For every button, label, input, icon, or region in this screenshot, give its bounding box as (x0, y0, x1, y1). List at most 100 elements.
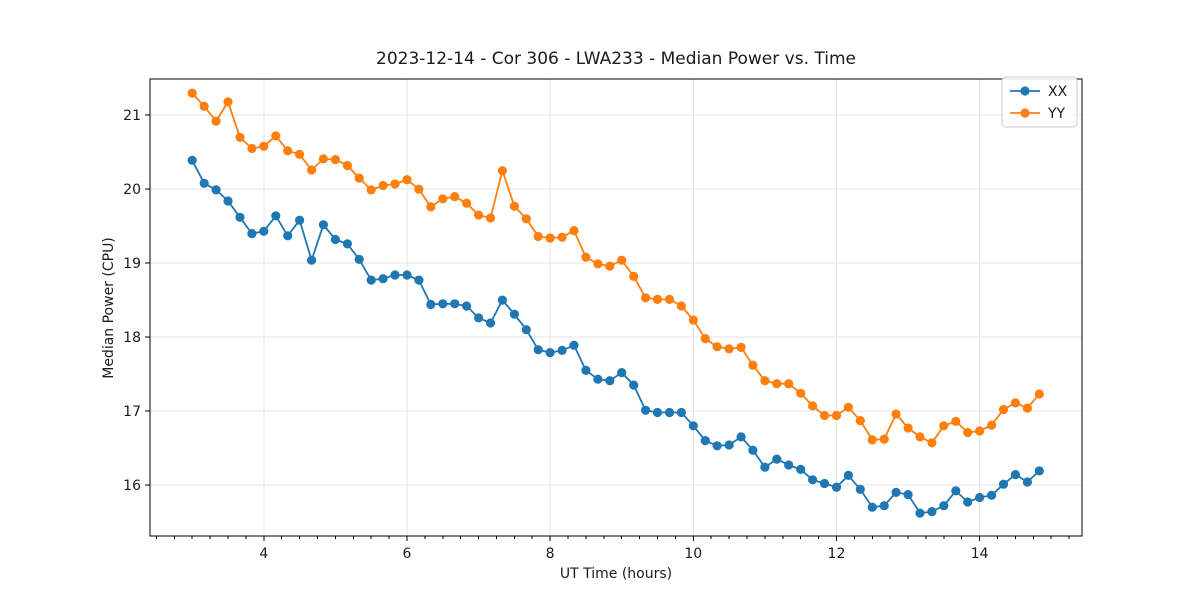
data-point-yy (998, 404, 1009, 415)
data-point-xx (664, 407, 675, 418)
data-point-yy (402, 175, 412, 185)
data-point-yy (247, 143, 257, 154)
data-point-xx (438, 299, 448, 309)
data-point-yy (283, 146, 293, 156)
data-point-xx (497, 295, 507, 305)
data-point-xx (462, 301, 472, 311)
y-tick-label: 19 (123, 256, 141, 272)
data-point-xx (736, 432, 746, 442)
data-point-yy (760, 376, 770, 386)
series-line-yy (191, 92, 1040, 444)
data-point-yy (736, 342, 746, 352)
data-point-xx (808, 475, 818, 485)
data-point-yy (987, 420, 997, 430)
plot-frame (149, 78, 1083, 537)
data-point-yy (295, 149, 305, 159)
series-layer (187, 88, 1044, 518)
data-point-yy (652, 294, 663, 304)
data-point-yy (819, 410, 830, 421)
data-point-xx (867, 502, 877, 512)
data-point-yy (569, 226, 579, 236)
data-point-yy (450, 192, 460, 202)
x-tick-label: 6 (403, 546, 412, 562)
data-point-yy (688, 315, 698, 325)
data-point-yy (1022, 403, 1032, 413)
legend-label-xx: XX (1048, 84, 1068, 100)
data-point-xx (963, 497, 973, 507)
data-point-xx (378, 274, 388, 284)
data-point-yy (545, 233, 555, 243)
data-point-xx (223, 196, 233, 206)
data-point-xx (366, 275, 376, 285)
data-point-xx (390, 270, 400, 280)
data-point-yy (629, 271, 639, 281)
data-point-xx (211, 185, 221, 195)
data-point-yy (831, 410, 842, 421)
data-point-yy (426, 202, 436, 212)
y-tick-label: 17 (123, 404, 141, 420)
data-point-yy (879, 434, 889, 444)
data-point-xx (915, 508, 925, 518)
data-point-xx (557, 345, 567, 355)
x-axis-label: UT Time (hours) (560, 566, 672, 582)
data-point-xx (283, 231, 293, 241)
data-point-xx (271, 211, 281, 221)
data-point-yy (509, 201, 519, 211)
x-tick-label: 14 (971, 546, 989, 562)
data-point-xx (533, 345, 543, 355)
data-point-xx (688, 421, 698, 431)
data-point-yy (462, 198, 472, 208)
data-point-yy (593, 259, 603, 269)
data-point-xx (676, 407, 687, 418)
data-point-xx (593, 374, 603, 384)
x-tick-label: 10 (684, 546, 702, 562)
data-point-yy (223, 97, 233, 107)
data-point-xx (259, 226, 269, 236)
x-tick-label: 4 (259, 546, 268, 562)
data-point-xx (1022, 477, 1032, 487)
legend-marker-xx (1020, 86, 1030, 96)
data-point-xx (975, 492, 985, 503)
data-point-xx (318, 220, 328, 230)
data-point-xx (652, 407, 663, 418)
data-point-yy (557, 232, 567, 242)
data-point-yy (748, 360, 758, 370)
data-point-yy (927, 438, 937, 448)
data-point-yy (235, 132, 245, 142)
data-point-yy (617, 255, 627, 265)
chart-title: 2023-12-14 - Cor 306 - LWA233 - Median P… (376, 49, 856, 69)
data-point-xx (402, 270, 412, 280)
data-point-yy (533, 231, 543, 242)
data-point-yy (891, 409, 901, 419)
data-point-yy (211, 116, 221, 126)
data-point-yy (1010, 398, 1021, 408)
data-point-yy (414, 184, 424, 194)
data-point-xx (426, 299, 436, 310)
data-point-xx (569, 340, 579, 350)
data-point-yy (438, 194, 448, 204)
data-point-xx (796, 464, 806, 474)
data-point-yy (581, 252, 591, 262)
data-point-xx (843, 470, 854, 480)
data-point-xx (831, 482, 842, 492)
data-point-yy (474, 210, 484, 220)
data-point-yy (939, 421, 949, 431)
data-point-yy (843, 402, 854, 412)
data-point-xx (450, 299, 460, 309)
grid-layer (150, 79, 1082, 536)
data-point-xx (748, 445, 758, 455)
data-point-yy (712, 342, 722, 352)
data-point-yy (867, 435, 877, 445)
data-point-yy (521, 214, 531, 224)
data-point-yy (1034, 389, 1044, 399)
data-point-xx (187, 155, 197, 165)
data-point-xx (617, 368, 627, 378)
legend-marker-yy (1020, 108, 1030, 118)
data-point-yy (796, 388, 806, 398)
data-point-xx (784, 460, 794, 470)
data-point-xx (939, 501, 949, 511)
y-tick-label: 18 (123, 330, 141, 346)
data-point-xx (199, 178, 209, 188)
data-point-yy (676, 301, 687, 311)
